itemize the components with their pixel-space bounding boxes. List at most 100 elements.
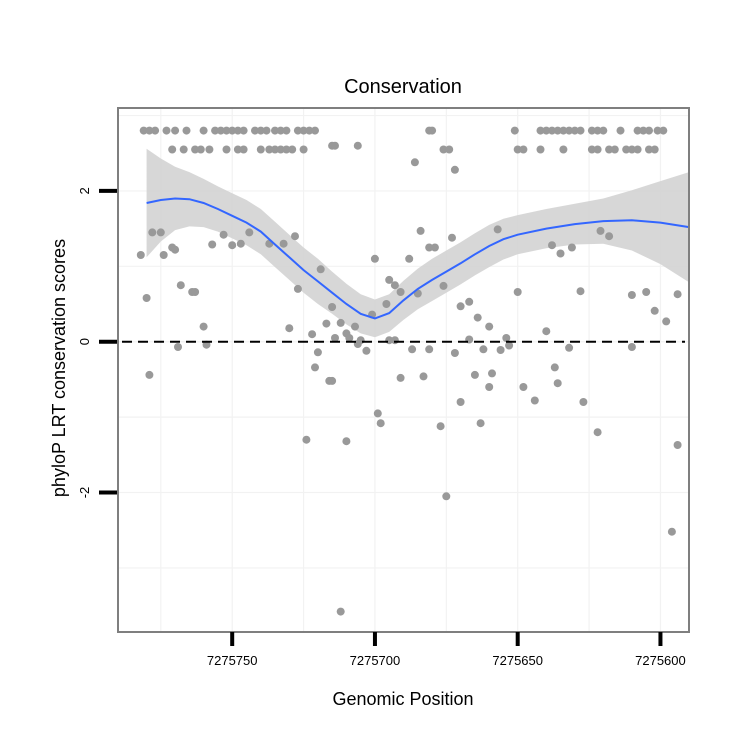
data-point	[593, 126, 602, 135]
data-point	[587, 126, 596, 135]
data-point	[502, 334, 511, 342]
data-point	[450, 165, 459, 174]
data-point	[222, 126, 231, 135]
data-point	[276, 126, 285, 135]
data-point	[396, 373, 405, 382]
data-point	[505, 341, 514, 350]
data-point	[182, 126, 191, 135]
data-point	[593, 145, 602, 154]
data-point	[593, 428, 602, 437]
data-point	[542, 327, 551, 336]
data-point	[162, 126, 171, 135]
data-point	[470, 370, 479, 379]
data-point	[567, 243, 576, 252]
data-point	[587, 145, 596, 154]
data-point	[456, 398, 465, 406]
data-point	[599, 126, 608, 135]
data-point	[205, 145, 214, 154]
data-point	[342, 437, 351, 446]
data-point	[313, 348, 322, 357]
data-point	[639, 126, 648, 135]
data-point	[373, 409, 382, 418]
data-point	[645, 126, 653, 135]
data-point	[439, 281, 448, 290]
data-point	[513, 288, 522, 296]
data-point	[208, 240, 217, 249]
data-point	[245, 228, 254, 237]
data-point	[448, 233, 456, 242]
data-point	[362, 346, 371, 355]
data-point	[328, 376, 337, 385]
data-point	[645, 145, 653, 154]
y-tick-label: 2	[77, 187, 92, 194]
data-point	[279, 239, 288, 248]
data-point	[493, 225, 502, 234]
data-point	[196, 145, 205, 154]
data-point	[559, 145, 568, 154]
data-point	[536, 145, 545, 154]
data-point	[465, 297, 474, 306]
data-point	[627, 343, 636, 351]
data-point	[145, 370, 154, 379]
data-point	[265, 145, 274, 154]
data-point	[519, 145, 528, 154]
data-point	[430, 243, 439, 252]
data-point	[311, 126, 319, 135]
data-point	[622, 145, 631, 154]
data-point	[456, 302, 465, 311]
data-point	[548, 241, 556, 250]
data-point	[579, 398, 588, 406]
data-point	[673, 441, 682, 449]
data-point	[565, 126, 574, 135]
chart-title: Conservation	[344, 76, 462, 98]
data-point	[331, 141, 339, 150]
data-point	[553, 379, 562, 388]
data-point	[168, 145, 177, 154]
data-point	[236, 239, 245, 248]
x-tick-label: 7275700	[350, 653, 401, 668]
data-point	[548, 126, 556, 135]
data-point	[650, 306, 659, 315]
data-point	[291, 232, 299, 241]
data-point	[510, 126, 519, 135]
data-point	[174, 343, 182, 351]
data-point	[228, 126, 237, 135]
data-point	[473, 313, 482, 322]
data-point	[179, 145, 188, 154]
data-point	[410, 158, 419, 167]
data-point	[336, 318, 345, 327]
data-point	[485, 383, 494, 391]
data-point	[191, 145, 200, 154]
data-point	[322, 319, 331, 328]
data-point	[576, 287, 585, 296]
data-point	[627, 291, 636, 299]
data-point	[425, 243, 434, 252]
data-point	[311, 363, 319, 372]
data-point	[659, 126, 668, 135]
data-point	[302, 435, 311, 444]
data-point	[142, 294, 151, 302]
data-point	[442, 492, 451, 501]
data-point	[285, 324, 294, 333]
data-point	[530, 396, 539, 405]
data-point	[299, 126, 308, 135]
data-point	[271, 126, 279, 135]
data-point	[171, 126, 180, 135]
data-point	[216, 126, 225, 135]
data-point	[316, 265, 325, 274]
data-point	[151, 126, 160, 135]
x-tick-label: 7275600	[635, 653, 686, 668]
data-point	[550, 363, 559, 372]
data-point	[390, 336, 399, 345]
data-point	[673, 290, 682, 299]
data-point	[496, 346, 505, 354]
data-point	[293, 284, 302, 293]
data-point	[370, 254, 379, 263]
data-point	[419, 372, 428, 381]
smooth-line	[146, 197, 690, 320]
data-point	[610, 145, 619, 154]
data-point	[479, 345, 488, 354]
data-point	[276, 145, 285, 154]
data-point	[356, 336, 365, 345]
